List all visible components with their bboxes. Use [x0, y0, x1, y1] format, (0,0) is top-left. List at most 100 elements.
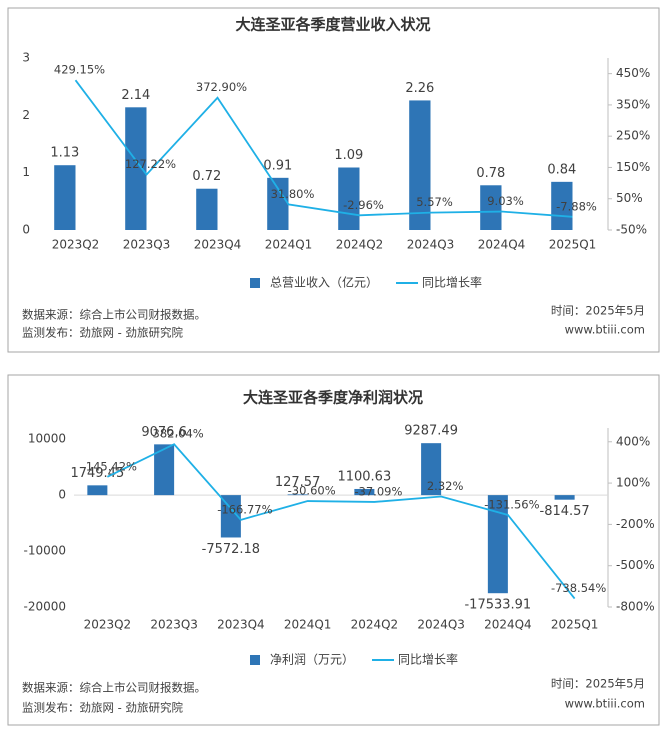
bar	[551, 181, 573, 230]
bar	[554, 495, 575, 500]
bar	[287, 494, 308, 496]
y2-tick-label: -50%	[616, 223, 647, 237]
bar	[196, 188, 218, 230]
x-tick-label: 2024Q3	[417, 618, 465, 632]
chart-title: 大连圣亚各季度营业收入状况	[235, 16, 430, 34]
legend-label: 同比增长率	[422, 275, 482, 290]
y-tick-label: 3	[22, 51, 30, 65]
legend-label: 总营业收入（亿元）	[270, 275, 378, 290]
website-note: www.btiii.com	[565, 323, 645, 337]
y-tick-label: 0	[58, 488, 66, 502]
y-tick-label: 0	[22, 223, 30, 237]
bar	[354, 488, 375, 496]
x-tick-label: 2024Q1	[284, 618, 332, 632]
bar-value-label: 9287.49	[404, 424, 458, 439]
bar-value-label: 0.78	[476, 166, 505, 181]
bar-value-label: 2.26	[405, 81, 434, 96]
line-value-label: 2.32%	[427, 479, 464, 493]
bar-value-label: 1100.63	[337, 469, 391, 484]
bar	[487, 495, 508, 594]
line-value-label: 382.04%	[153, 427, 204, 441]
line-series	[106, 443, 576, 600]
y-tick-label: 10000	[28, 432, 66, 446]
bar-value-label: 1.13	[50, 146, 79, 161]
bar-value-label: 0.84	[547, 162, 576, 177]
bar-value-label: 1.09	[334, 148, 363, 163]
chart-title: 大连圣亚各季度净利润状况	[243, 389, 423, 407]
y2-tick-label: -500%	[616, 558, 655, 572]
x-tick-label: 2024Q4	[478, 238, 526, 252]
bar	[409, 100, 431, 230]
y2-tick-label: 400%	[616, 434, 650, 448]
date-note: 时间：2025年5月	[551, 304, 645, 318]
y2-tick-label: -200%	[616, 517, 655, 531]
line-value-label: -131.56%	[484, 497, 539, 511]
chart-frame	[7, 374, 660, 726]
line-value-label: -738.54%	[551, 581, 606, 595]
y2-tick-label: 100%	[616, 476, 650, 490]
y2-tick-label: -800%	[616, 600, 655, 614]
legend-label: 同比增长率	[398, 652, 458, 667]
x-tick-label: 2024Q2	[336, 238, 384, 252]
line-series	[74, 79, 573, 218]
bar-value-label: 0.72	[192, 169, 221, 184]
y-tick-label: -10000	[23, 544, 66, 558]
x-tick-label: 2025Q1	[551, 618, 599, 632]
line-value-label: 429.15%	[54, 63, 105, 77]
date-note: 时间：2025年5月	[551, 677, 645, 691]
line-value-label: -166.77%	[217, 502, 272, 516]
line-value-label: 31.80%	[271, 187, 315, 201]
legend-swatch	[250, 655, 260, 665]
line-value-label: -37.09%	[354, 484, 402, 498]
x-tick-label: 2024Q1	[265, 238, 313, 252]
legend-label: 净利润（万元）	[270, 653, 354, 667]
y2-tick-label: 250%	[616, 129, 650, 143]
bar	[87, 485, 108, 496]
bar	[54, 165, 76, 230]
y-tick-label: -20000	[23, 600, 66, 614]
y-tick-label: 2	[22, 108, 30, 122]
y2-tick-label: 350%	[616, 97, 650, 111]
bar-value-label: 9076.6	[141, 425, 187, 440]
line-value-label: -30.60%	[288, 484, 336, 498]
bar-value-label: -814.57	[540, 504, 590, 519]
bar	[154, 444, 175, 496]
x-tick-label: 2024Q2	[351, 618, 399, 632]
source-note: 数据来源：综合上市公司财报数据。	[22, 681, 206, 695]
x-tick-label: 2024Q3	[407, 238, 455, 252]
y-tick-label: 1	[22, 165, 30, 179]
bar	[480, 185, 502, 230]
legend-swatch	[250, 278, 260, 288]
x-tick-label: 2023Q4	[217, 618, 265, 632]
x-tick-label: 2023Q3	[150, 618, 198, 632]
bar	[421, 443, 442, 496]
y2-tick-label: 450%	[616, 66, 650, 80]
x-tick-label: 2023Q3	[123, 238, 171, 252]
line-value-label: 145.42%	[86, 459, 137, 473]
publisher-note: 监测发布：劲旅网 - 劲旅研究院	[22, 701, 183, 715]
bar	[220, 495, 241, 538]
y2-tick-label: 50%	[616, 191, 643, 205]
x-tick-label: 2023Q2	[52, 238, 100, 252]
x-tick-label: 2023Q2	[84, 618, 132, 632]
line-value-label: -2.96%	[343, 198, 384, 212]
y2-tick-label: 150%	[616, 160, 650, 174]
line-value-label: 127.22%	[125, 157, 176, 171]
line-value-label: 372.90%	[196, 80, 247, 94]
bar-value-label: 1749.45	[70, 466, 124, 481]
bar	[267, 177, 289, 230]
line-value-label: -7.88%	[556, 199, 597, 213]
publisher-note: 监测发布：劲旅网 - 劲旅研究院	[22, 326, 183, 340]
source-note: 数据来源：综合上市公司财报数据。	[22, 308, 206, 322]
x-tick-label: 2025Q1	[549, 238, 597, 252]
bar-value-label: 127.57	[275, 475, 321, 490]
bar-value-label: -7572.18	[202, 542, 260, 557]
website-note: www.btiii.com	[565, 697, 645, 711]
bar	[125, 107, 147, 230]
chart-frame	[7, 7, 660, 353]
bar-value-label: 0.91	[263, 158, 292, 173]
x-tick-label: 2023Q4	[194, 238, 242, 252]
bar-value-label: 2.14	[121, 88, 150, 103]
line-value-label: 9.03%	[487, 194, 524, 208]
